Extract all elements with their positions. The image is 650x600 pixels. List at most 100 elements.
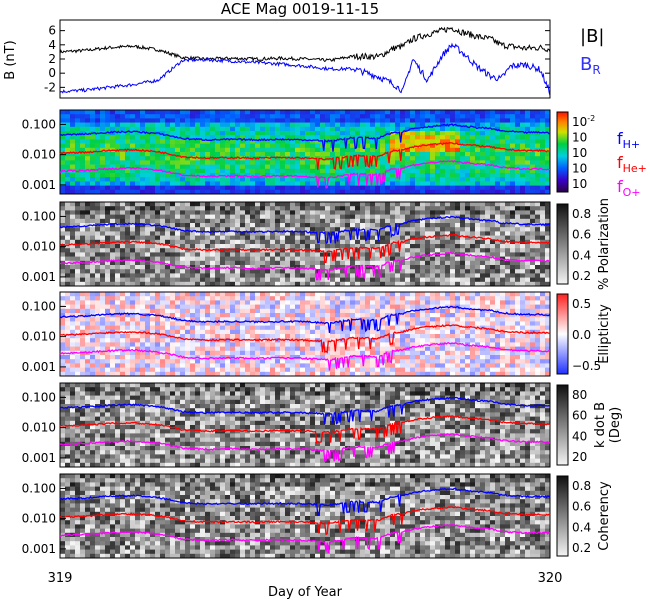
- spectrogram-cell: [270, 239, 276, 245]
- spectrogram-cell: [315, 126, 321, 132]
- spectrogram-cell: [185, 239, 191, 245]
- spectrogram-cell: [435, 164, 441, 170]
- spectrogram-cell: [170, 223, 176, 228]
- spectrogram-cell: [155, 118, 161, 123]
- spectrogram-cell: [210, 114, 216, 119]
- spectrogram-cell: [445, 281, 451, 287]
- spectrogram-cell: [115, 152, 121, 157]
- spectrogram-cell: [245, 223, 251, 228]
- spectrogram-cell: [420, 231, 426, 236]
- spectrogram-cell: [65, 177, 71, 182]
- spectrogram-cell: [200, 143, 206, 149]
- spectrogram-cell: [275, 122, 281, 128]
- spectrogram-cell: [340, 164, 346, 170]
- spectrogram-cell: [495, 177, 501, 182]
- spectrogram-cell: [185, 135, 191, 140]
- spectrogram-cell: [505, 235, 511, 241]
- spectrogram-cell: [90, 156, 96, 161]
- spectrogram-cell: [110, 218, 116, 224]
- spectrogram-cell: [135, 173, 141, 178]
- spectrogram-cell: [365, 110, 371, 115]
- spectrogram-cell: [175, 168, 181, 174]
- spectrogram-cell: [285, 321, 291, 326]
- spectrogram-cell: [210, 164, 216, 170]
- spectrogram-cell: [150, 214, 156, 220]
- spectrogram-cell: [330, 173, 336, 178]
- spectrogram-cell: [420, 256, 426, 262]
- spectrogram-cell: [140, 206, 146, 211]
- spectrogram-cell: [360, 277, 366, 283]
- spectrogram-cell: [415, 177, 421, 182]
- spectrogram-cell: [165, 218, 171, 224]
- spectrogram-cell: [165, 110, 171, 115]
- spectrogram-cell: [255, 265, 261, 270]
- spectrogram-cell: [450, 256, 456, 262]
- spectrogram-cell: [105, 202, 111, 207]
- spectrogram-cell: [300, 152, 306, 157]
- spectrogram-cell: [475, 265, 481, 270]
- spectrogram-cell: [250, 260, 256, 266]
- spectrogram-cell: [540, 126, 546, 132]
- spectrogram-cell: [145, 135, 151, 140]
- spectrogram-cell: [450, 235, 456, 241]
- spectrogram-cell: [185, 292, 191, 297]
- spectrogram-cell: [200, 300, 206, 305]
- spectrogram-cell: [365, 189, 371, 195]
- spectrogram-cell: [190, 126, 196, 132]
- spectrogram-cell: [290, 359, 296, 364]
- spectrogram-cell: [235, 329, 241, 335]
- spectrogram-cell: [515, 173, 521, 178]
- spectrogram-cell: [530, 126, 536, 132]
- spectrogram-cell: [280, 281, 286, 287]
- spectrogram-cell: [295, 185, 301, 191]
- spectrogram-cell: [330, 265, 336, 270]
- spectrogram-cell: [260, 235, 266, 241]
- spectrogram-cell: [215, 168, 221, 174]
- spectrogram-cell: [185, 110, 191, 115]
- spectrogram-cell: [310, 281, 316, 287]
- spectrogram-cell: [180, 139, 186, 144]
- spectrogram-cell: [425, 231, 431, 236]
- spectrogram-cell: [100, 325, 106, 331]
- spectrogram-cell: [500, 248, 506, 253]
- spectrogram-cell: [225, 160, 231, 165]
- spectrogram-cell: [290, 313, 296, 318]
- spectrogram-cell: [280, 160, 286, 165]
- spectrogram-cell: [385, 273, 391, 278]
- spectrogram-cell: [355, 110, 361, 115]
- spectrogram-cell: [230, 367, 236, 373]
- spectrogram-cell: [210, 265, 216, 270]
- spectrogram-cell: [490, 244, 496, 249]
- spectrogram-cell: [110, 359, 116, 364]
- spectrogram-cell: [195, 239, 201, 245]
- spectrogram-cell: [305, 147, 311, 153]
- spectrogram-cell: [360, 248, 366, 253]
- spectrogram-cell: [185, 126, 191, 132]
- spectrogram-cell: [335, 122, 341, 128]
- spectrogram-cell: [385, 177, 391, 182]
- spectrogram-cell: [330, 168, 336, 174]
- spectrogram-cell: [200, 239, 206, 245]
- spectrogram-cell: [70, 244, 76, 249]
- spectrogram-cell: [120, 252, 126, 257]
- spectrogram-cell: [370, 239, 376, 245]
- spectrogram-cell: [350, 156, 356, 161]
- spectrogram-cell: [300, 342, 306, 347]
- spectrogram-cell: [275, 244, 281, 249]
- spectrogram-cell: [280, 300, 286, 305]
- spectrogram-cell: [215, 346, 221, 352]
- spectrogram-cell: [175, 126, 181, 132]
- spectrogram-cell: [285, 317, 291, 322]
- spectrogram-cell: [285, 135, 291, 140]
- spectrogram-cell: [160, 147, 166, 153]
- spectrogram-cell: [155, 152, 161, 157]
- spectrogram-cell: [260, 317, 266, 322]
- spectrogram-cell: [275, 273, 281, 278]
- spectrogram-cell: [260, 160, 266, 165]
- spectrogram-cell: [90, 300, 96, 305]
- spectrogram-cell: [515, 122, 521, 128]
- spectrogram-cell: [300, 292, 306, 297]
- spectrogram-cell: [195, 277, 201, 283]
- spectrogram-cell: [385, 202, 391, 207]
- spectrogram-cell: [185, 281, 191, 287]
